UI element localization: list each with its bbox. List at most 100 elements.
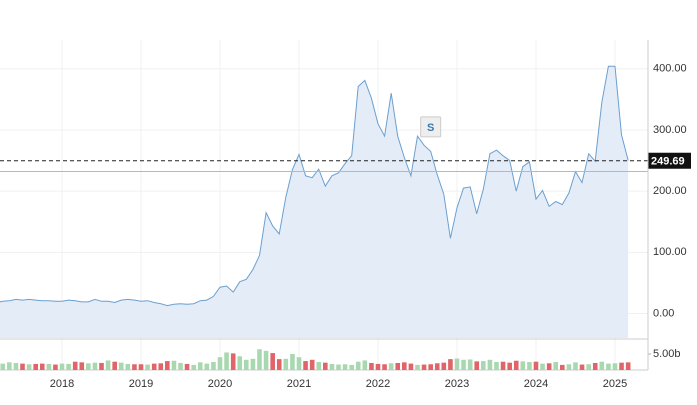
volume-bar (79, 362, 85, 370)
volume-bar (408, 363, 414, 370)
volume-bar (342, 364, 348, 370)
volume-bar (184, 363, 190, 370)
volume-bar (105, 360, 111, 370)
y-tick-label: 0.00 (653, 307, 674, 319)
volume-bar (612, 363, 618, 370)
volume-bar (20, 363, 25, 370)
volume-bar (329, 363, 335, 370)
annotation-marker (420, 116, 442, 138)
volume-bar (362, 360, 368, 370)
volume-bar (112, 361, 117, 370)
volume-bar (197, 362, 203, 370)
volume-bar (520, 361, 526, 370)
volume-bar (290, 354, 295, 370)
volume-bar (178, 362, 183, 370)
volume-bar (72, 361, 78, 370)
volume-bar (59, 363, 65, 370)
x-tick-label: 2021 (287, 378, 311, 390)
volume-bar (158, 363, 164, 370)
volume-bar (428, 364, 433, 370)
volume-bar (26, 364, 32, 370)
volume-bar (296, 357, 302, 370)
volume-bar (494, 362, 499, 370)
volume-bar (204, 363, 210, 370)
volume-bar (454, 358, 460, 370)
x-tick-label: 2024 (524, 378, 548, 390)
y-tick-label: 100.00 (653, 246, 687, 258)
volume-bar (33, 363, 39, 370)
volume-bar (546, 363, 552, 370)
volume-bar (250, 358, 256, 370)
volume-bar (566, 364, 572, 370)
y-tick-label: 200.00 (653, 185, 687, 197)
volume-bar (217, 357, 223, 370)
volume-bar (487, 359, 493, 370)
x-tick-label: 2018 (50, 378, 74, 390)
volume-bar (349, 364, 354, 370)
volume-bar (474, 361, 480, 370)
volume-bar (480, 361, 486, 370)
volume-bar (270, 353, 275, 370)
current-price-tag (648, 152, 691, 169)
volume-bar (125, 363, 131, 370)
volume-bar (230, 353, 236, 370)
y2-tick-label: 5.00b (653, 348, 681, 360)
volume-bar (573, 362, 578, 370)
volume-bar (316, 362, 322, 370)
volume-bar (507, 362, 512, 370)
volume-bar (579, 364, 585, 370)
volume-bar (540, 363, 545, 370)
volume-bar (46, 363, 52, 370)
volume-bar (165, 361, 170, 370)
volume-bar (625, 362, 631, 370)
x-tick-label: 2022 (366, 378, 390, 390)
volume-bar (303, 361, 308, 370)
volume-bar (369, 362, 374, 370)
y-tick-label: 400.00 (653, 63, 687, 75)
volume-bar (211, 362, 216, 370)
volume-bar (145, 364, 150, 370)
volume-bar (283, 358, 289, 370)
volume-bar (513, 360, 519, 370)
volume-bar (86, 363, 91, 370)
volume-bar (118, 362, 124, 370)
volume-bar (527, 362, 532, 370)
volume-bar (553, 362, 559, 370)
volume-bar (434, 363, 440, 370)
volume-bar (467, 359, 473, 370)
volume-bar (382, 364, 387, 370)
volume-bar (599, 361, 605, 370)
volume-bar (415, 364, 420, 370)
volume-bar (39, 363, 45, 370)
volume-bar (151, 363, 157, 370)
volume-bar (99, 362, 104, 370)
volume-bar (244, 359, 249, 370)
x-tick-label: 2020 (208, 378, 232, 390)
volume-bar (402, 362, 407, 370)
volume-bar (375, 363, 381, 370)
volume-bar (276, 359, 282, 370)
volume-bar (171, 360, 177, 370)
volume-bar (323, 362, 328, 370)
volume-bar (53, 364, 58, 370)
volume-bar (237, 356, 243, 370)
x-tick-label: 2025 (603, 378, 627, 390)
volume-bar (191, 364, 196, 370)
x-tick-label: 2023 (445, 378, 469, 390)
y-tick-label: 300.00 (653, 124, 687, 136)
volume-bar (500, 361, 506, 370)
volume-bar (0, 363, 6, 370)
volume-bar (448, 359, 453, 370)
volume-bar (592, 362, 598, 370)
volume-bar (309, 359, 315, 370)
volume-bar (7, 362, 12, 370)
volume-bar (461, 359, 466, 370)
volume-bar (388, 363, 394, 370)
x-tick-label: 2019 (129, 378, 153, 390)
volume-bar (132, 364, 137, 370)
volume-bar (13, 362, 19, 370)
volume-bar (224, 352, 229, 370)
volume-bar (421, 364, 427, 370)
volume-bar (559, 364, 565, 370)
volume-bar (395, 362, 401, 370)
